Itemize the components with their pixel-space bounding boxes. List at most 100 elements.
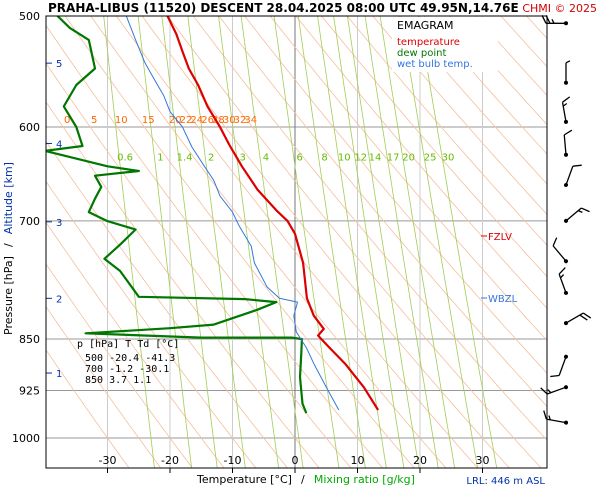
- wind-barb: [541, 15, 568, 26]
- dry-adiabat-label: 15: [142, 115, 155, 126]
- pressure-tick-850: 850: [19, 333, 40, 346]
- dry-adiabat: [46, 221, 225, 468]
- temperature-ticks: -30 -20 -10 0 10 20 30: [99, 454, 490, 473]
- wind-barb-half: [548, 415, 551, 421]
- altitude-tick-3: 3: [56, 218, 62, 229]
- wind-barbs: [540, 15, 592, 425]
- dry-adiabat: [46, 101, 320, 468]
- profile-series: [46, 16, 380, 414]
- pressure-tick-600: 600: [19, 121, 40, 134]
- pressure-tick-500: 500: [19, 10, 40, 23]
- pressure-tick-700: 700: [19, 215, 40, 228]
- temp-tick--10: -10: [224, 454, 242, 467]
- mixing-ratio-line: [333, 16, 405, 468]
- dry-adiabat: [423, 16, 547, 155]
- dry-adiabat: [46, 305, 161, 468]
- legend-dew-point: dew point: [397, 48, 446, 59]
- table-row-700: 700 -1.2 -30.1: [85, 364, 169, 375]
- mixing-ratio-label: 0.6: [117, 153, 133, 164]
- wind-barb-staff: [552, 245, 567, 262]
- dry-adiabat: [46, 24, 383, 468]
- pressure-tick-925: 925: [19, 385, 40, 398]
- mixing-ratio-label: 30: [442, 153, 455, 164]
- altitude-tick-1: 1: [56, 369, 62, 380]
- wind-barb-staff: [563, 134, 567, 155]
- mixing-ratio-label: 3: [240, 153, 246, 164]
- mixing-ratio-line: [137, 16, 192, 468]
- series-wet-bulb-temp: [125, 16, 340, 411]
- fzlv-label: FZLV: [488, 232, 512, 243]
- dry-adiabat: [116, 16, 478, 468]
- wind-barb: [564, 312, 592, 326]
- mixing-ratio-label: 10: [338, 153, 351, 164]
- dry-adiabat-label: 24: [190, 115, 203, 126]
- wind-barb-station: [564, 119, 568, 124]
- xlabel-sep: /: [301, 473, 305, 486]
- dry-adiabat-label: 34: [244, 115, 257, 126]
- dry-adiabat-label: 22: [180, 115, 193, 126]
- mixing-ratio-line: [187, 16, 246, 468]
- wbzl-marker: WBZL: [481, 294, 518, 305]
- ylabel-sep: /: [2, 243, 15, 247]
- dry-adiabat: [90, 16, 447, 468]
- mixing-ratio-line: [103, 16, 155, 468]
- wind-barb: [540, 385, 568, 395]
- ylabel-pressure: Pressure [hPa]: [2, 256, 15, 335]
- series-temperature: [166, 16, 380, 411]
- dry-adiabat: [46, 349, 130, 468]
- dry-adiabat: [64, 16, 415, 468]
- temp-tick-30: 30: [476, 454, 490, 467]
- dry-adiabat: [46, 180, 256, 468]
- wind-barb-full: [541, 15, 547, 24]
- copyright: CHMI © 2025: [522, 2, 597, 15]
- temp-tick--30: -30: [99, 454, 117, 467]
- dry-adiabat-label: 20: [169, 115, 182, 126]
- mixing-ratio-line: [297, 16, 366, 468]
- wind-barb-full: [579, 314, 588, 321]
- wind-barb-half: [560, 274, 565, 279]
- wind-barb-staff: [565, 165, 574, 186]
- dry-adiabat: [46, 140, 288, 468]
- mixing-ratio-line: [161, 16, 218, 468]
- dry-adiabat-label: 32: [234, 115, 247, 126]
- wind-barb-staff: [558, 356, 567, 376]
- dry-adiabat: [46, 263, 193, 468]
- series-dew-point: [46, 16, 308, 414]
- altitude-ticks: 1 2 3 4 5: [46, 59, 62, 380]
- wind-barb: [564, 164, 582, 187]
- xlabel-mix: Mixing ratio [g/kg]: [314, 473, 415, 486]
- wind-barb-half: [565, 60, 571, 64]
- wind-barb-full: [550, 374, 560, 378]
- legend: EMAGRAM temperature dew point wet bulb t…: [392, 17, 498, 72]
- wind-barb-full: [582, 312, 592, 319]
- dry-adiabat: [346, 16, 547, 246]
- mixing-ratio-line: [417, 16, 498, 468]
- dry-adiabat: [46, 62, 352, 468]
- mixing-ratio-line: [346, 16, 420, 468]
- mixing-ratio-label: 12: [354, 153, 367, 164]
- dry-adiabat: [244, 16, 547, 374]
- ylabel-altitude: Altitude [km]: [2, 162, 15, 234]
- dry-adiabat: [372, 16, 547, 216]
- dry-adiabat: [269, 16, 547, 342]
- table-row-500: 500 -20.4 -41.3: [85, 353, 175, 364]
- wind-barb: [564, 60, 571, 85]
- wind-barb-full: [572, 164, 582, 167]
- wind-barb: [564, 207, 590, 223]
- dry-adiabat-label: 26: [201, 115, 214, 126]
- legend-title: EMAGRAM: [397, 19, 454, 32]
- y-axis-label: Pressure [hPa] / Altitude [km]: [2, 162, 15, 335]
- wind-barb-full: [563, 129, 573, 136]
- mixing-ratio-label: 20: [402, 153, 415, 164]
- wind-barb-staff: [558, 273, 567, 294]
- wind-barb-staff: [565, 312, 584, 324]
- mixing-ratio-line: [379, 16, 455, 468]
- mixing-ratio-label: 1: [157, 153, 163, 164]
- mixing-ratio-label: 8: [321, 153, 327, 164]
- legend-wet-bulb: wet bulb temp.: [397, 59, 473, 70]
- mixing-ratio-line: [218, 16, 279, 468]
- wind-barb-half: [547, 389, 552, 394]
- temp-tick--20: -20: [161, 454, 179, 467]
